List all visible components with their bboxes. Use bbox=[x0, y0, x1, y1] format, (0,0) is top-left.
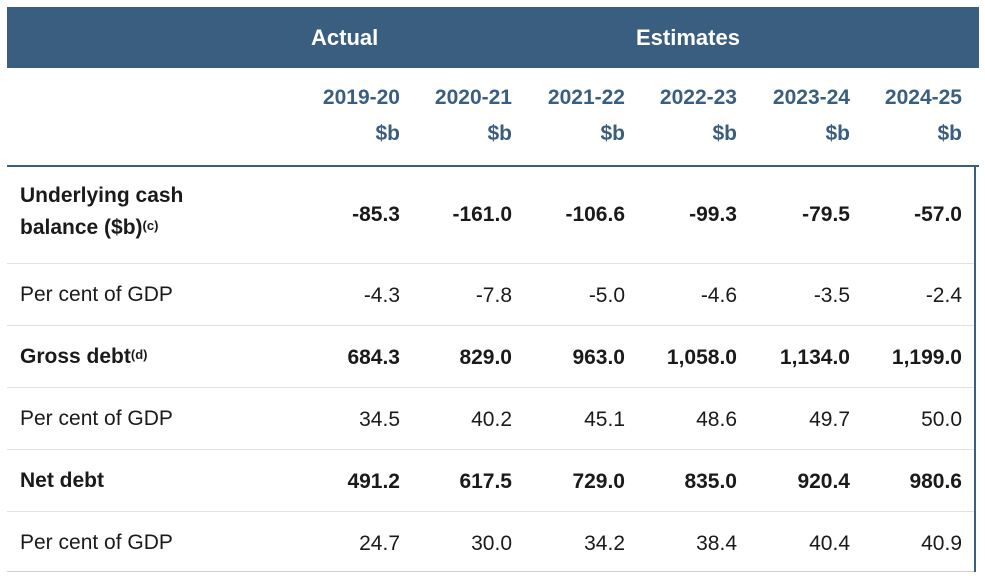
actual-heading: Actual bbox=[311, 25, 379, 50]
unit-header: $b bbox=[375, 122, 400, 145]
table-cell: 40.9 bbox=[921, 532, 962, 555]
table-cell: -106.6 bbox=[565, 203, 625, 226]
column-header-row: 2019-20 2020-21 2021-22 2022-23 2023-24 … bbox=[7, 68, 979, 167]
table-row-gross-debt: Gross debt(d) 684.3 829.0 963.0 1,058.0 … bbox=[7, 326, 975, 388]
table-cell: -4.6 bbox=[700, 284, 737, 307]
table-cell: -5.0 bbox=[588, 284, 625, 307]
table-cell: 729.0 bbox=[572, 470, 625, 493]
table-cell: 1,134.0 bbox=[779, 346, 850, 369]
year-header: 2023-24 bbox=[772, 86, 850, 109]
table-row-per-cent-of-gdp: Per cent of GDP 24.7 30.0 34.2 38.4 40.4… bbox=[7, 512, 975, 572]
unit-header: $b bbox=[937, 122, 962, 145]
year-header: 2022-23 bbox=[659, 86, 737, 109]
table-cell: 920.4 bbox=[797, 470, 850, 493]
table-cell: 835.0 bbox=[684, 470, 737, 493]
table-cell: -85.3 bbox=[352, 203, 400, 226]
table-cell: 49.7 bbox=[809, 408, 850, 431]
table-cell: 684.3 bbox=[347, 346, 400, 369]
footnote-marker: (c) bbox=[142, 218, 159, 233]
footnote-marker: (d) bbox=[130, 347, 148, 362]
table-cell: 1,058.0 bbox=[666, 346, 737, 369]
table-cell: 40.2 bbox=[471, 408, 512, 431]
year-header: 2019-20 bbox=[322, 86, 400, 109]
table-row-per-cent-of-gdp: Per cent of GDP -4.3 -7.8 -5.0 -4.6 -3.5… bbox=[7, 264, 975, 326]
budget-table: Actual Estimates 2019-20 2020-21 2021-22… bbox=[7, 7, 979, 572]
row-label: Underlying cash balance ($b)(c) bbox=[20, 184, 184, 239]
unit-header: $b bbox=[487, 122, 512, 145]
table-cell: 980.6 bbox=[909, 470, 962, 493]
unit-header: $b bbox=[825, 122, 850, 145]
row-label: Per cent of GDP bbox=[20, 407, 173, 430]
table-row-per-cent-of-gdp: Per cent of GDP 34.5 40.2 45.1 48.6 49.7… bbox=[7, 388, 975, 450]
unit-header: $b bbox=[600, 122, 625, 145]
header-band: Actual Estimates bbox=[7, 7, 979, 68]
table-cell: 1,199.0 bbox=[891, 346, 962, 369]
table-cell: -99.3 bbox=[689, 203, 737, 226]
year-header: 2020-21 bbox=[434, 86, 512, 109]
year-header: 2024-25 bbox=[884, 86, 962, 109]
table-cell: 491.2 bbox=[347, 470, 400, 493]
table-cell: 50.0 bbox=[921, 408, 962, 431]
row-label: Gross debt(d) bbox=[20, 345, 148, 368]
table-right-border bbox=[974, 167, 976, 572]
table-cell: -3.5 bbox=[813, 284, 850, 307]
table-cell: -2.4 bbox=[925, 284, 962, 307]
table-cell: 34.2 bbox=[584, 532, 625, 555]
table-cell: 40.4 bbox=[809, 532, 850, 555]
row-label: Per cent of GDP bbox=[20, 283, 173, 306]
table-cell: -7.8 bbox=[475, 284, 512, 307]
year-header: 2021-22 bbox=[547, 86, 625, 109]
table-cell: 617.5 bbox=[459, 470, 512, 493]
table-cell: 963.0 bbox=[572, 346, 625, 369]
table-row-underlying-cash-balance: Underlying cash balance ($b)(c) -85.3 -1… bbox=[7, 167, 975, 264]
table-row-net-debt: Net debt 491.2 617.5 729.0 835.0 920.4 9… bbox=[7, 450, 975, 512]
table-cell: -79.5 bbox=[802, 203, 850, 226]
table-cell: 38.4 bbox=[696, 532, 737, 555]
unit-header: $b bbox=[712, 122, 737, 145]
table-cell: 24.7 bbox=[359, 532, 400, 555]
row-label: Per cent of GDP bbox=[20, 531, 173, 554]
table-cell: 45.1 bbox=[584, 408, 625, 431]
table-cell: -4.3 bbox=[363, 284, 400, 307]
table-cell: 34.5 bbox=[359, 408, 400, 431]
table-cell: 829.0 bbox=[459, 346, 512, 369]
row-label: Net debt bbox=[20, 469, 104, 492]
estimates-heading: Estimates bbox=[636, 25, 740, 50]
table-cell: 48.6 bbox=[696, 408, 737, 431]
table-cell: 30.0 bbox=[471, 532, 512, 555]
table-cell: -57.0 bbox=[914, 203, 962, 226]
table-cell: -161.0 bbox=[452, 203, 512, 226]
